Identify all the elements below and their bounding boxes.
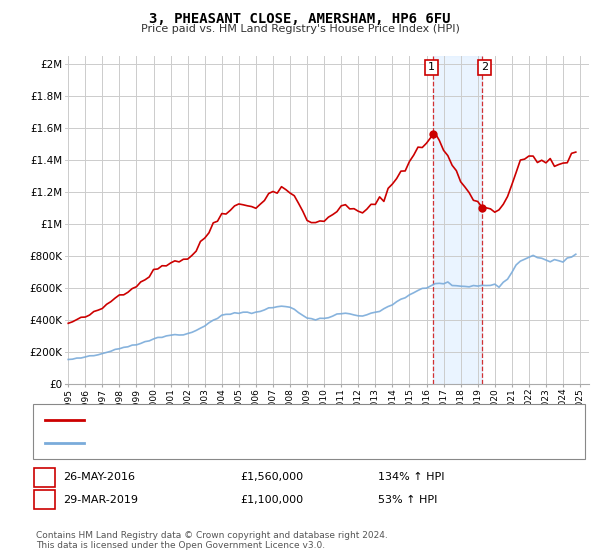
- Text: 29-MAR-2019: 29-MAR-2019: [64, 494, 139, 505]
- Text: Price paid vs. HM Land Registry's House Price Index (HPI): Price paid vs. HM Land Registry's House …: [140, 24, 460, 34]
- Text: 1: 1: [428, 63, 435, 72]
- Text: 3, PHEASANT CLOSE, AMERSHAM, HP6 6FU: 3, PHEASANT CLOSE, AMERSHAM, HP6 6FU: [149, 12, 451, 26]
- Text: Contains HM Land Registry data © Crown copyright and database right 2024.
This d: Contains HM Land Registry data © Crown c…: [36, 531, 388, 550]
- Text: 3, PHEASANT CLOSE, AMERSHAM, HP6 6FU (detached house): 3, PHEASANT CLOSE, AMERSHAM, HP6 6FU (de…: [91, 416, 409, 426]
- Text: 53% ↑ HPI: 53% ↑ HPI: [378, 494, 437, 505]
- Text: 2: 2: [481, 63, 488, 72]
- Text: HPI: Average price, detached house, Buckinghamshire: HPI: Average price, detached house, Buck…: [91, 438, 375, 448]
- Text: 2: 2: [41, 494, 48, 505]
- Text: 1: 1: [41, 472, 48, 482]
- Text: £1,100,000: £1,100,000: [240, 494, 303, 505]
- Text: 26-MAY-2016: 26-MAY-2016: [64, 472, 136, 482]
- Text: £1,560,000: £1,560,000: [240, 472, 303, 482]
- Bar: [433, 56, 482, 384]
- Text: 134% ↑ HPI: 134% ↑ HPI: [378, 472, 445, 482]
